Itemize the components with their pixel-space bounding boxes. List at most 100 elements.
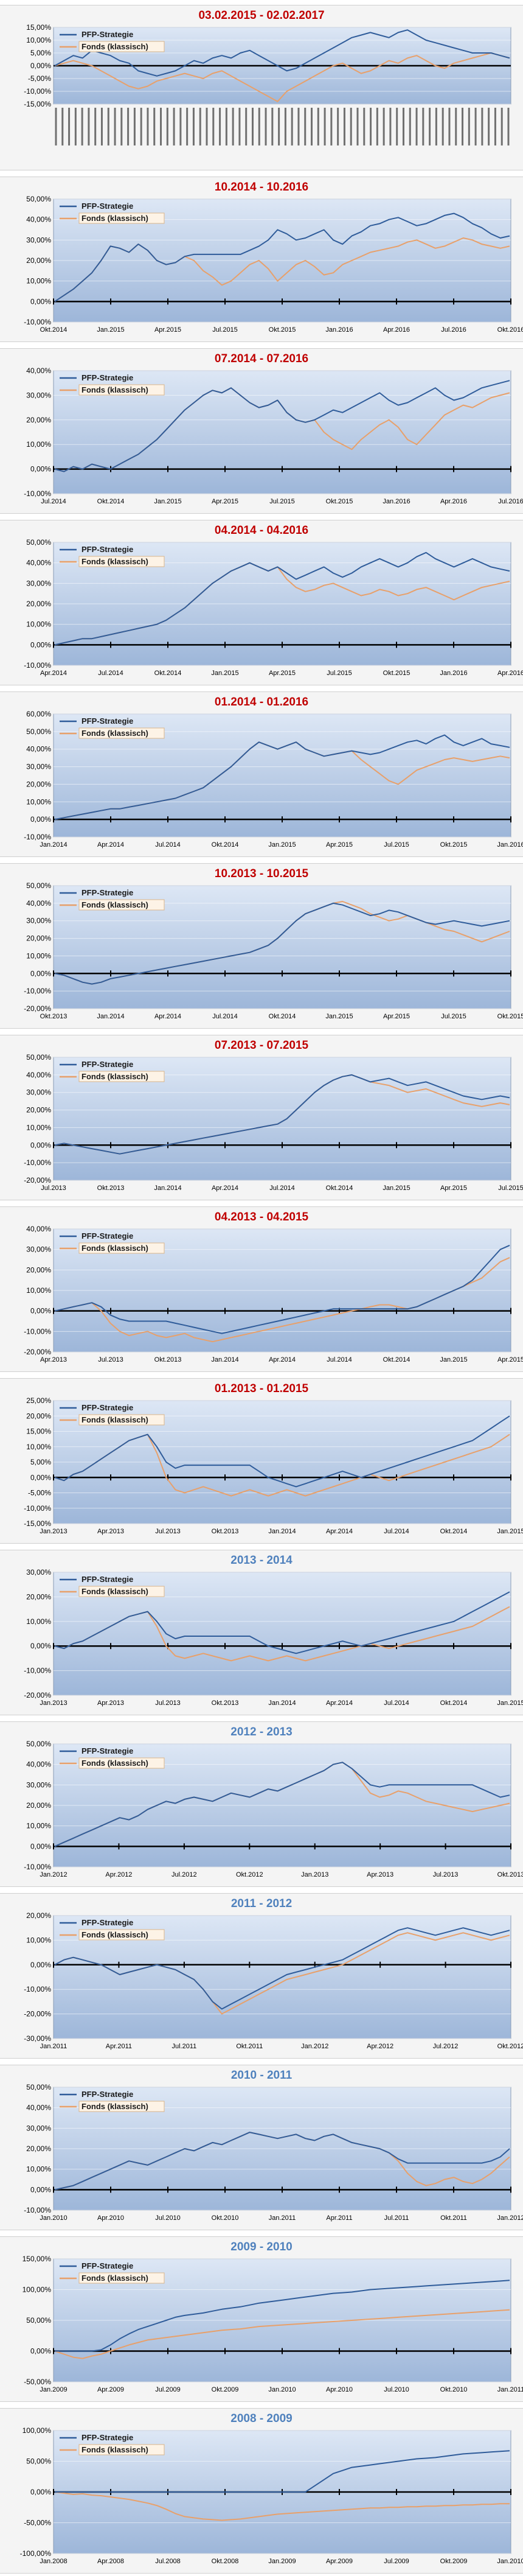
date-label-mark bbox=[107, 108, 109, 145]
y-tick-label: -10,00% bbox=[24, 987, 51, 995]
chart-title: 04.2014 - 04.2016 bbox=[214, 524, 309, 537]
y-tick-label: 40,00% bbox=[26, 366, 51, 375]
series-line-pfp bbox=[55, 2450, 510, 2493]
legend-highlight bbox=[78, 212, 165, 224]
x-tick-label: Okt.2014 bbox=[212, 841, 239, 849]
x-tick-label: Apr.2013 bbox=[97, 1699, 124, 1707]
legend-highlight bbox=[78, 1757, 165, 1769]
x-tick-label: Apr.2011 bbox=[326, 2214, 352, 2222]
legend-label: Fonds (klassisch) bbox=[81, 1587, 148, 1596]
date-label-mark bbox=[284, 108, 286, 145]
chart-panel: 10.2014 - 10.2016 50,00% 40,00% 30,00% 20,00… bbox=[0, 177, 523, 342]
y-tick-label: 0,00% bbox=[30, 1141, 51, 1149]
y-tick-label: 150,00% bbox=[23, 2255, 52, 2263]
x-tick-label: Okt.2014 bbox=[383, 1356, 410, 1363]
date-label-mark bbox=[500, 108, 503, 145]
y-tick-label: -30,00% bbox=[24, 2034, 51, 2043]
y-tick-label: 10,00% bbox=[26, 1936, 51, 1944]
chart-svg: 50,00% 40,00% 30,00% 20,00% 10,00% 0,00% -10,0… bbox=[24, 2083, 523, 2222]
x-tick-label: Okt.2013 bbox=[497, 1871, 523, 1878]
y-tick-label: 30,00% bbox=[26, 917, 51, 925]
y-tick-label: 0,00% bbox=[30, 1642, 51, 1650]
series-line-pfp bbox=[54, 551, 510, 646]
x-tick-label: Jul.2010 bbox=[155, 2214, 181, 2222]
date-label-mark bbox=[127, 108, 130, 145]
date-label-mark bbox=[61, 108, 64, 145]
date-label-mark bbox=[507, 108, 510, 145]
chart-panel: 2008 - 2009 100,00% 50,00% 0,00% -50,00% -100… bbox=[0, 2408, 523, 2574]
legend: PFP-Strategie Fonds (klassisch) bbox=[60, 545, 165, 567]
chart-panel: 01.2013 - 01.2015 25,00% 20,00% 15,00% 10,00… bbox=[0, 1378, 523, 1544]
x-tick-label: Jul.2014 bbox=[155, 841, 181, 849]
x-tick-label: Jul.2015 bbox=[498, 1185, 523, 1192]
x-tick-label: Apr.2016 bbox=[497, 670, 523, 677]
date-label-mark bbox=[291, 108, 293, 145]
legend-label: Fonds (klassisch) bbox=[81, 900, 148, 909]
chart-panel: 2011 - 2012 20,00% 10,00% 0,00% -10,00% -20,0… bbox=[0, 1893, 523, 2059]
x-tick-label: Apr.2014 bbox=[326, 1528, 353, 1535]
date-label-mark bbox=[488, 108, 490, 145]
date-label-mark bbox=[271, 108, 274, 145]
x-tick-label: Jul.2014 bbox=[212, 1013, 238, 1020]
x-tick-label: Apr.2014 bbox=[326, 1699, 353, 1707]
date-label-mark bbox=[370, 108, 372, 145]
x-tick-label: Jul.2011 bbox=[384, 2214, 409, 2222]
legend-label: PFP-Strategie bbox=[81, 1918, 133, 1927]
legend-label: Fonds (klassisch) bbox=[81, 2273, 148, 2283]
chart-svg: 50,00% 40,00% 30,00% 20,00% 10,00% 0,00% -10,0… bbox=[24, 195, 523, 334]
dense-date-labels bbox=[55, 108, 510, 145]
legend: PFP-Strategie Fonds (klassisch) bbox=[60, 1403, 165, 1426]
date-label-mark bbox=[179, 108, 182, 145]
legend-label: Fonds (klassisch) bbox=[81, 557, 148, 566]
x-tick-label: Jul.2013 bbox=[41, 1185, 66, 1192]
date-label-mark bbox=[474, 108, 477, 145]
y-tick-label: 30,00% bbox=[26, 236, 51, 244]
y-tick-label: 0,00% bbox=[30, 640, 51, 649]
date-label-mark bbox=[81, 108, 83, 145]
date-label-mark bbox=[192, 108, 195, 145]
legend: PFP-Strategie Fonds (klassisch) bbox=[60, 1231, 165, 1254]
date-label-mark bbox=[225, 108, 227, 145]
y-tick-label: 30,00% bbox=[26, 1088, 51, 1097]
date-label-mark bbox=[140, 108, 142, 145]
y-tick-label: 5,00% bbox=[30, 49, 51, 57]
y-tick-label: 50,00% bbox=[26, 2316, 51, 2325]
x-tick-label: Jan.2015 bbox=[497, 1528, 523, 1535]
legend-label: Fonds (klassisch) bbox=[81, 42, 148, 51]
series-line-pfp bbox=[54, 2132, 510, 2191]
x-tick-label: Apr.2013 bbox=[367, 1871, 393, 1878]
x-tick-label: Jul.2016 bbox=[441, 326, 466, 334]
y-tick-label: 10,00% bbox=[26, 1443, 51, 1451]
y-tick-label: 40,00% bbox=[26, 215, 51, 224]
x-tick-label: Okt.2014 bbox=[440, 1528, 468, 1535]
x-tick-label: Jan.2015 bbox=[97, 326, 124, 334]
y-tick-label: -10,00% bbox=[24, 1327, 51, 1335]
legend-label: Fonds (klassisch) bbox=[81, 214, 148, 223]
y-tick-label: -20,00% bbox=[24, 2010, 51, 2018]
y-tick-label: -20,00% bbox=[24, 1348, 51, 1356]
x-tick-label: Okt.2015 bbox=[497, 1013, 523, 1020]
y-tick-label: 20,00% bbox=[26, 1412, 51, 1420]
series-line-pfp bbox=[55, 2280, 510, 2352]
x-tick-label: Apr.2010 bbox=[97, 2214, 124, 2222]
x-tick-label: Okt.2008 bbox=[212, 2558, 239, 2565]
x-tick-label: Jan.2009 bbox=[268, 2558, 296, 2565]
y-tick-label: 40,00% bbox=[26, 559, 51, 567]
y-tick-label: 10,00% bbox=[26, 1286, 51, 1295]
y-tick-label: 10,00% bbox=[26, 1822, 51, 1830]
date-label-mark bbox=[166, 108, 168, 145]
chart-title: 07.2014 - 07.2016 bbox=[214, 352, 309, 365]
date-label-mark bbox=[415, 108, 418, 145]
x-tick-label: Okt.2013 bbox=[154, 1356, 182, 1363]
y-tick-label: 10,00% bbox=[26, 36, 51, 44]
legend: PFP-Strategie Fonds (klassisch) bbox=[60, 201, 165, 224]
y-tick-label: -10,00% bbox=[24, 2206, 51, 2214]
date-label-mark bbox=[219, 108, 221, 145]
date-label-mark bbox=[245, 108, 248, 145]
legend-highlight bbox=[78, 41, 165, 52]
x-tick-label: Jan.2015 bbox=[440, 1356, 467, 1363]
legend-label: Fonds (klassisch) bbox=[81, 1072, 148, 1081]
chart-panel: 07.2013 - 07.2015 50,00% 40,00% 30,00% 20,00… bbox=[0, 1035, 523, 1200]
legend-highlight bbox=[78, 1414, 165, 1426]
chart-panel: 2009 - 2010 150,00% 100,00% 50,00% 0,00% -50,… bbox=[0, 2236, 523, 2402]
